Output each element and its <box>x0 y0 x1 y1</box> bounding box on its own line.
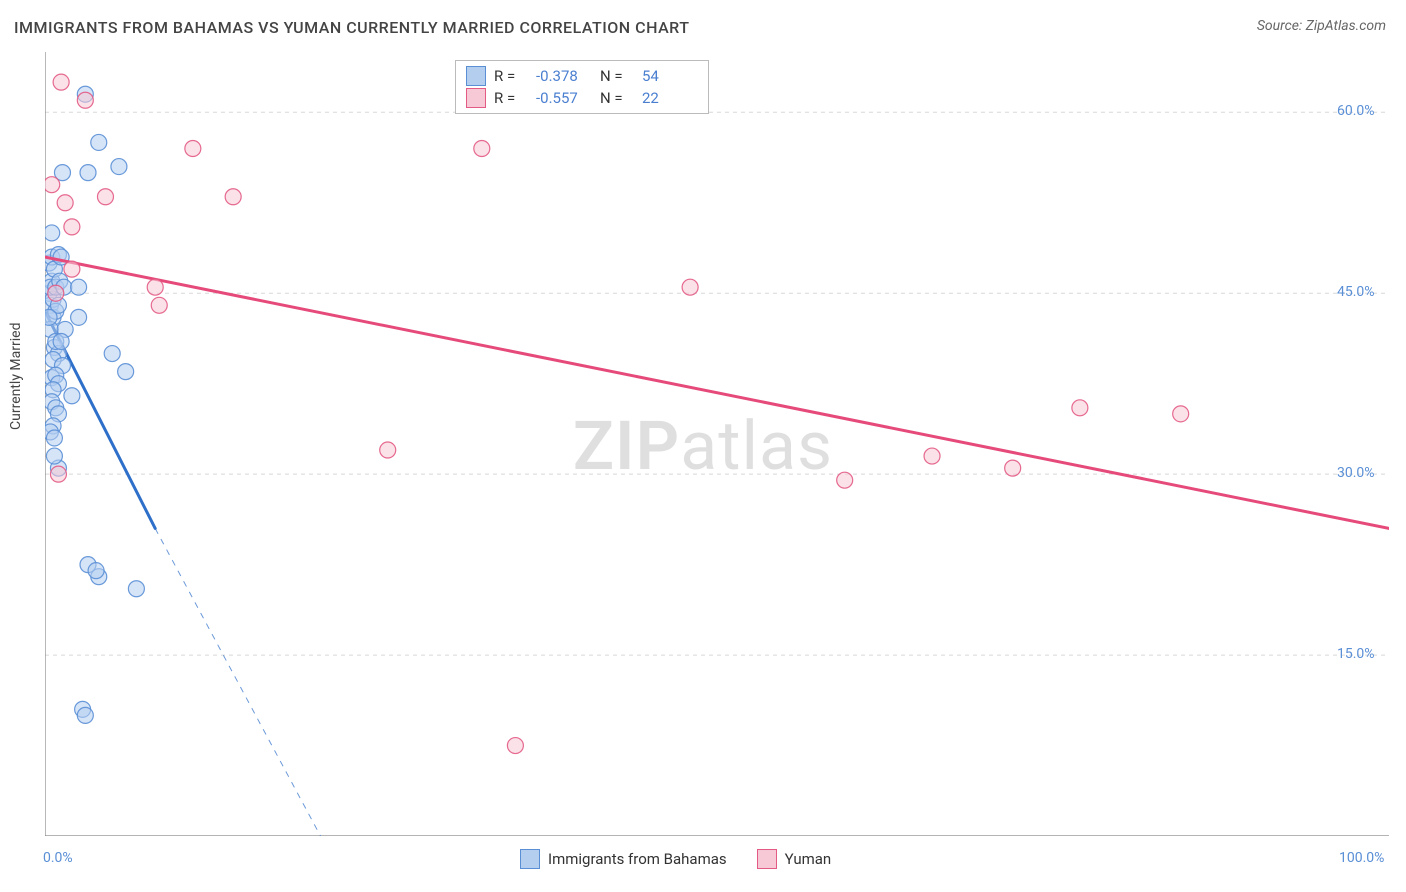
y-tick-label: 45.0% <box>1337 284 1375 300</box>
chart-title: IMMIGRANTS FROM BAHAMAS VS YUMAN CURRENT… <box>14 18 689 37</box>
legend-n-value-0: 54 <box>642 67 698 85</box>
y-tick-label: 15.0% <box>1337 646 1375 662</box>
x-tick-label: 100.0% <box>1339 850 1384 866</box>
y-axis-label: Currently Married <box>8 323 24 430</box>
legend-r-label: R = <box>494 89 528 107</box>
y-tick-label: 30.0% <box>1337 465 1375 481</box>
legend-series: Immigrants from Bahamas Yuman <box>520 849 831 869</box>
legend-n-value-1: 22 <box>642 89 698 107</box>
scatter-plot <box>45 52 1389 836</box>
legend-swatch-b0 <box>520 849 540 869</box>
legend-n-label: N = <box>600 67 634 85</box>
y-tick-label: 60.0% <box>1337 103 1375 119</box>
legend-swatch-1 <box>466 88 486 108</box>
legend-r-value-1: -0.557 <box>536 89 592 107</box>
legend-r-label: R = <box>494 67 528 85</box>
legend-row-0: R = -0.378 N = 54 <box>466 65 698 87</box>
legend-item-0: Immigrants from Bahamas <box>520 849 727 869</box>
legend-n-label: N = <box>600 89 634 107</box>
x-tick-label: 0.0% <box>43 850 73 866</box>
legend-swatch-b1 <box>757 849 777 869</box>
legend-item-1: Yuman <box>757 849 832 869</box>
legend-swatch-0 <box>466 66 486 86</box>
legend-label-1: Yuman <box>785 850 832 868</box>
legend-r-value-0: -0.378 <box>536 67 592 85</box>
legend-correlation: R = -0.378 N = 54 R = -0.557 N = 22 <box>455 60 709 114</box>
legend-row-1: R = -0.557 N = 22 <box>466 87 698 109</box>
source-label: Source: ZipAtlas.com <box>1257 18 1386 34</box>
legend-label-0: Immigrants from Bahamas <box>548 850 727 868</box>
